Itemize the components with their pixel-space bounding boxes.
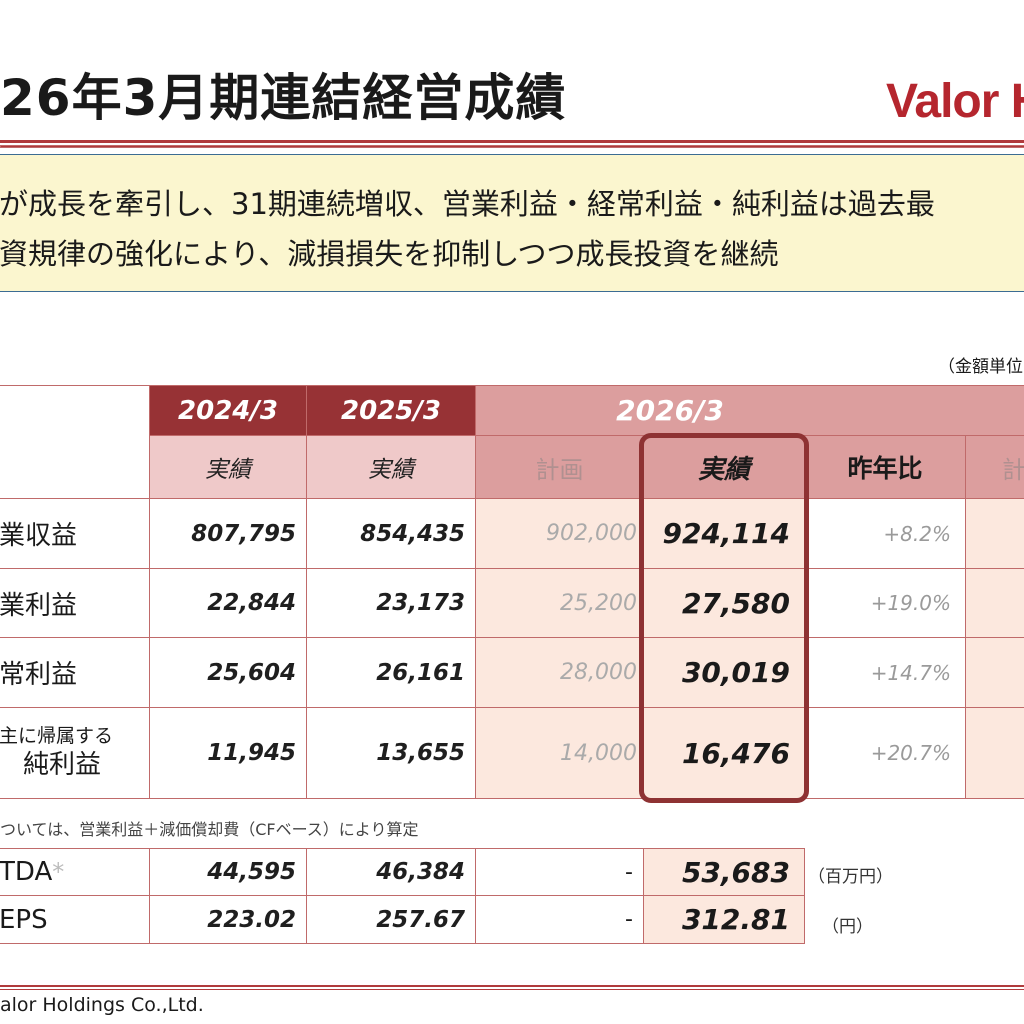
cell-cut (965, 707, 1024, 799)
row-label-eps: EPS (0, 895, 150, 944)
subheader-actual-2025: 実績 (306, 435, 476, 499)
cell-cut (965, 498, 1024, 569)
summary-line-1: が成長を牽引し、31期連続増収、営業利益・経常利益・純利益は過去最 (0, 187, 935, 221)
cell-cut (965, 637, 1024, 708)
table-corner (0, 385, 150, 499)
cell-actual-ordinary-profit: 30,019 (643, 637, 805, 708)
cell-yoy-ordinary-profit: +14.7% (804, 637, 966, 708)
cell-plan-ebitda: - (475, 848, 644, 896)
cell-2025-eps: 257.67 (306, 895, 476, 944)
subheader-cut: 計 (965, 435, 1024, 499)
cell-2025-ebitda: 46,384 (306, 848, 476, 896)
cell-yoy-revenue: +8.2% (804, 498, 966, 569)
footer-divider-thin (0, 989, 1024, 990)
row-label-operating-profit: 業利益 (0, 568, 150, 638)
cell-plan-operating-profit: 25,200 (475, 568, 644, 638)
title-divider-thin (0, 145, 1024, 148)
ebitda-unit: （百万円） (808, 867, 893, 887)
footer-company: alor Holdings Co.,Ltd. (0, 994, 204, 1016)
cell-actual-operating-profit: 27,580 (643, 568, 805, 638)
actual-column-highlight (639, 433, 809, 803)
asterisk-mark: * (52, 858, 65, 886)
cell-plan-ordinary-profit: 28,000 (475, 637, 644, 708)
row-label-net-income-main: 純利益 (23, 750, 102, 780)
cell-actual-net-income: 16,476 (643, 707, 805, 799)
cell-actual-eps: 312.81 (643, 895, 805, 944)
ebitda-footnote: ついては、営業利益＋減価償却費（CFベース）により算定 (0, 820, 419, 839)
cell-plan-eps: - (475, 895, 644, 944)
cell-yoy-net-income: +20.7% (804, 707, 966, 799)
summary-box: が成長を牽引し、31期連続増収、営業利益・経常利益・純利益は過去最 資規律の強化… (0, 154, 1024, 292)
cell-2025-operating-profit: 23,173 (306, 568, 476, 638)
header-2024: 2024/3 (149, 385, 307, 436)
subheader-actual-2026: 実績 (643, 435, 805, 499)
cell-plan-net-income: 14,000 (475, 707, 644, 799)
row-label-net-income-prefix: 主に帰属する (0, 725, 114, 747)
cell-2024-ebitda: 44,595 (149, 848, 307, 896)
title-divider (0, 140, 1024, 143)
row-label-net-income: 主に帰属する 純利益 (0, 707, 150, 799)
cell-2024-operating-profit: 22,844 (149, 568, 307, 638)
ebitda-label: TDA (0, 857, 53, 887)
cell-yoy-operating-profit: +19.0% (804, 568, 966, 638)
row-label-revenue: 業収益 (0, 498, 150, 569)
page-title: 26年3月期連結経営成績 (0, 69, 567, 127)
footer-divider (0, 985, 1024, 987)
subheader-plan: 計画 (475, 435, 644, 499)
cell-2024-ordinary-profit: 25,604 (149, 637, 307, 708)
subheader-actual-2024: 実績 (149, 435, 307, 499)
unit-note: （金額単位 (938, 357, 1023, 377)
row-label-ordinary-profit: 常利益 (0, 637, 150, 708)
cell-2024-revenue: 807,795 (149, 498, 307, 569)
cell-cut (965, 568, 1024, 638)
cell-plan-revenue: 902,000 (475, 498, 644, 569)
cell-2025-ordinary-profit: 26,161 (306, 637, 476, 708)
cell-2025-revenue: 854,435 (306, 498, 476, 569)
cell-2025-net-income: 13,655 (306, 707, 476, 799)
cell-2024-eps: 223.02 (149, 895, 307, 944)
row-label-ebitda: TDA * (0, 848, 150, 896)
cell-actual-ebitda: 53,683 (643, 848, 805, 896)
header-2026: 2026/3 (475, 385, 1024, 436)
header-2025: 2025/3 (306, 385, 476, 436)
eps-unit: （円） (822, 917, 873, 937)
summary-line-2: 資規律の強化により、減損損失を抑制しつつ成長投資を継続 (0, 237, 779, 271)
subheader-yoy: 昨年比 (804, 435, 966, 499)
company-logo: Valor H (886, 75, 1024, 128)
cell-2024-net-income: 11,945 (149, 707, 307, 799)
